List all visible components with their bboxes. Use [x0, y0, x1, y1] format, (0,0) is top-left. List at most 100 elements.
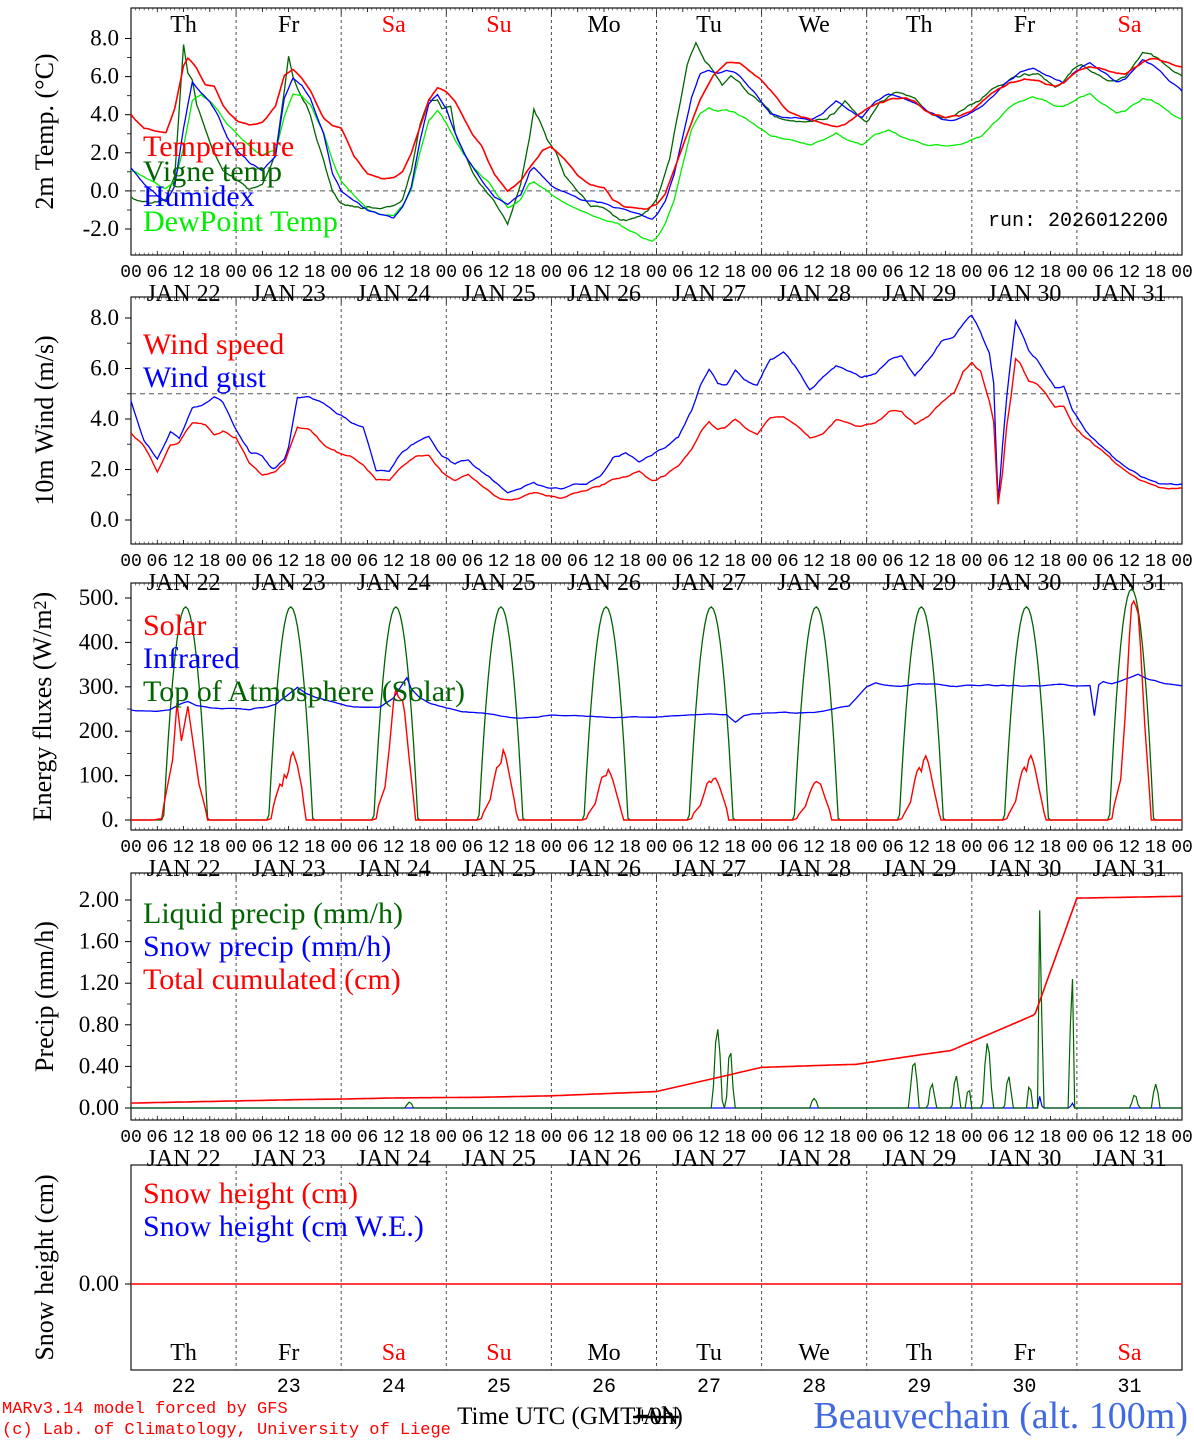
svg-text:06: 06: [252, 1128, 274, 1148]
svg-text:00: 00: [330, 263, 352, 283]
svg-text:12: 12: [383, 1128, 405, 1148]
svg-text:Su: Su: [486, 1340, 511, 1366]
svg-text:00: 00: [646, 838, 668, 858]
svg-text:6.0: 6.0: [90, 356, 119, 381]
svg-text:00: 00: [541, 1128, 563, 1148]
svg-text:18: 18: [830, 838, 852, 858]
svg-text:JAN 23: JAN 23: [252, 1146, 326, 1172]
svg-text:(c) Lab. of Climatology, Unive: (c) Lab. of Climatology, University of L…: [2, 1421, 451, 1440]
svg-text:400.: 400.: [79, 629, 119, 654]
svg-text:06: 06: [462, 838, 484, 858]
svg-text:00: 00: [330, 552, 352, 572]
svg-text:06: 06: [672, 1128, 694, 1148]
svg-text:06: 06: [567, 1128, 589, 1148]
svg-text:00: 00: [225, 838, 247, 858]
svg-text:8.0: 8.0: [90, 305, 119, 330]
svg-text:Fr: Fr: [278, 1340, 299, 1366]
svg-text:12: 12: [488, 263, 510, 283]
svg-text:06: 06: [252, 838, 274, 858]
svg-text:00: 00: [646, 552, 668, 572]
svg-text:18: 18: [304, 552, 326, 572]
svg-text:06: 06: [146, 263, 168, 283]
svg-text:18: 18: [409, 552, 431, 572]
svg-text:12: 12: [1013, 552, 1035, 572]
svg-text:18: 18: [1145, 263, 1167, 283]
svg-text:18: 18: [199, 552, 221, 572]
svg-text:06: 06: [357, 1128, 379, 1148]
svg-text:00: 00: [435, 838, 457, 858]
svg-text:00: 00: [961, 552, 983, 572]
svg-text:18: 18: [619, 552, 641, 572]
svg-text:18: 18: [619, 838, 641, 858]
svg-text:18: 18: [724, 1128, 746, 1148]
svg-text:12: 12: [698, 263, 720, 283]
svg-text:06: 06: [252, 552, 274, 572]
svg-text:12: 12: [383, 552, 405, 572]
svg-text:12: 12: [698, 1128, 720, 1148]
svg-text:12: 12: [1119, 1128, 1141, 1148]
svg-text:18: 18: [935, 552, 957, 572]
svg-text:JAN 22: JAN 22: [147, 856, 221, 882]
svg-text:2.0: 2.0: [90, 457, 119, 482]
svg-text:2.00: 2.00: [79, 887, 119, 912]
svg-text:00: 00: [330, 1128, 352, 1148]
svg-text:DewPoint Temp: DewPoint Temp: [143, 205, 338, 238]
svg-text:JAN 22: JAN 22: [147, 1146, 221, 1172]
svg-text:0.0: 0.0: [90, 178, 119, 203]
svg-text:00: 00: [1171, 1128, 1193, 1148]
svg-text:18: 18: [619, 263, 641, 283]
svg-text:JAN 28: JAN 28: [777, 856, 851, 882]
svg-text:Solar: Solar: [143, 609, 206, 642]
svg-text:18: 18: [514, 552, 536, 572]
svg-text:Total cumulated (cm): Total cumulated (cm): [143, 963, 401, 996]
svg-text:00: 00: [646, 1128, 668, 1148]
svg-text:06: 06: [777, 1128, 799, 1148]
svg-text:12: 12: [908, 263, 930, 283]
svg-text:We: We: [798, 1340, 829, 1366]
svg-text:-2.0: -2.0: [83, 216, 119, 241]
svg-text:JAN 27: JAN 27: [672, 1146, 746, 1172]
svg-text:1.60: 1.60: [79, 929, 119, 954]
svg-text:00: 00: [856, 1128, 878, 1148]
svg-text:00: 00: [856, 263, 878, 283]
svg-text:06: 06: [882, 1128, 904, 1148]
svg-text:00: 00: [541, 552, 563, 572]
svg-text:Th: Th: [170, 12, 197, 38]
svg-text:06: 06: [146, 1128, 168, 1148]
svg-text:12: 12: [803, 838, 825, 858]
svg-text:4.0: 4.0: [90, 102, 119, 127]
svg-text:12: 12: [1119, 838, 1141, 858]
svg-text:18: 18: [935, 1128, 957, 1148]
svg-text:00: 00: [435, 1128, 457, 1148]
svg-text:Th: Th: [170, 1340, 197, 1366]
svg-text:2.0: 2.0: [90, 140, 119, 165]
svg-text:12: 12: [383, 263, 405, 283]
svg-text:12: 12: [278, 552, 300, 572]
svg-text:Wind speed: Wind speed: [143, 328, 284, 361]
svg-text:100.: 100.: [79, 763, 119, 788]
svg-text:18: 18: [514, 838, 536, 858]
svg-text:18: 18: [1040, 838, 1062, 858]
svg-text:00: 00: [1066, 552, 1088, 572]
svg-text:00: 00: [435, 263, 457, 283]
svg-text:06: 06: [777, 552, 799, 572]
svg-text:500.: 500.: [79, 585, 119, 610]
svg-text:27: 27: [697, 1376, 721, 1399]
svg-text:06: 06: [777, 263, 799, 283]
svg-text:Mo: Mo: [587, 12, 620, 38]
svg-text:00: 00: [856, 838, 878, 858]
svg-text:Snow height (cm): Snow height (cm): [143, 1177, 358, 1210]
svg-text:18: 18: [409, 838, 431, 858]
svg-text:Sa: Sa: [382, 12, 406, 38]
svg-text:18: 18: [1040, 1128, 1062, 1148]
svg-text:JAN 29: JAN 29: [882, 1146, 956, 1172]
svg-text:12: 12: [173, 1128, 195, 1148]
svg-text:JAN 30: JAN 30: [987, 281, 1061, 307]
svg-text:2m Temp. (°C): 2m Temp. (°C): [30, 53, 59, 209]
svg-text:12: 12: [383, 838, 405, 858]
svg-text:00: 00: [1171, 552, 1193, 572]
svg-text:00: 00: [541, 838, 563, 858]
svg-text:JAN 23: JAN 23: [252, 856, 326, 882]
svg-text:JAN 26: JAN 26: [567, 281, 641, 307]
svg-text:18: 18: [1145, 838, 1167, 858]
